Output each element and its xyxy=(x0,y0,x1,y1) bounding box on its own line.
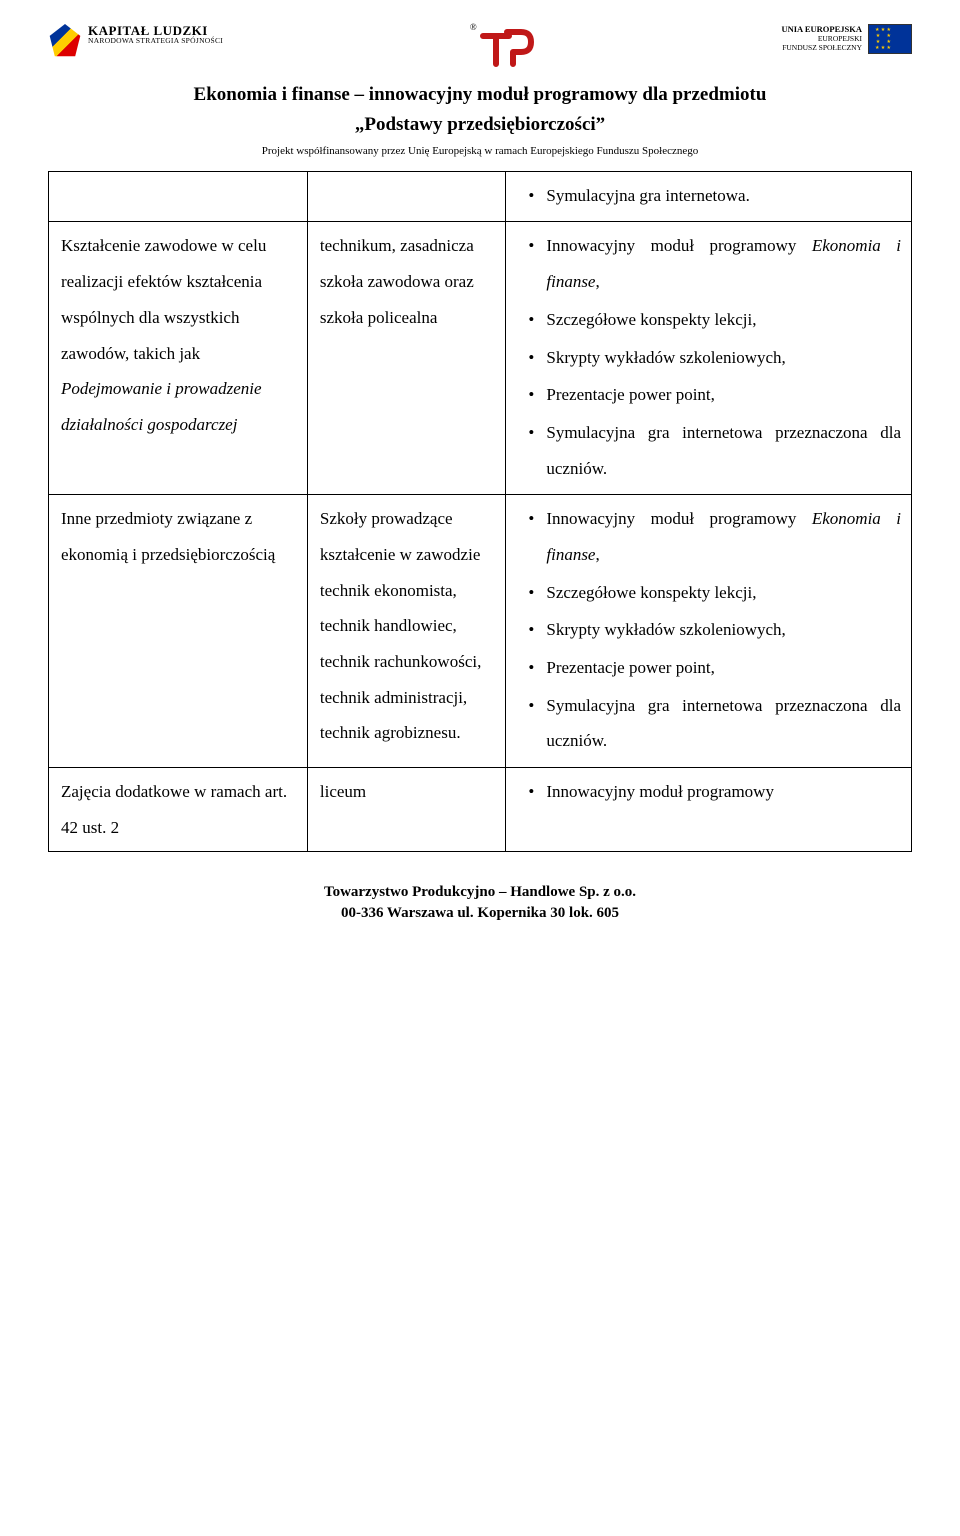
page-subtitle: Projekt współfinansowany przez Unię Euro… xyxy=(48,145,912,157)
cell-outputs: Innowacyjny moduł programowy Ekonomia i … xyxy=(506,222,912,495)
logo-tp: ® xyxy=(470,24,535,68)
cell-text: Inne przedmioty związane z ekonomią i pr… xyxy=(61,509,275,564)
cell-schooltype: Szkoły prowadzące kształcenie w zawodzie… xyxy=(307,495,505,768)
list-item: Szczegółowe konspekty lekcji, xyxy=(518,302,901,338)
cell-outputs: Symulacyjna gra internetowa. xyxy=(506,171,912,222)
cell-text: Kształcenie zawodowe w celu realizacji e… xyxy=(61,236,266,362)
header: KAPITAŁ LUDZKI NARODOWA STRATEGIA SPÓJNO… xyxy=(48,24,912,68)
cell-schooltype: liceum xyxy=(307,768,505,852)
list-item: Innowacyjny moduł programowy Ekonomia i … xyxy=(518,501,901,572)
cell-text-italic: Podejmowanie i prowadzenie działalności … xyxy=(61,379,262,434)
eu-title: UNIA EUROPEJSKA xyxy=(781,24,862,34)
list-item: Innowacyjny moduł programowy xyxy=(518,774,901,810)
cell-outputs: Innowacyjny moduł programowy xyxy=(506,768,912,852)
cell-subject xyxy=(49,171,308,222)
kapital-subtitle: NARODOWA STRATEGIA SPÓJNOŚCI xyxy=(88,37,223,45)
table-row: Kształcenie zawodowe w celu realizacji e… xyxy=(49,222,912,495)
page-title-line2: „Podstawy przedsiębiorczości” xyxy=(48,110,912,140)
cell-outputs: Innowacyjny moduł programowy Ekonomia i … xyxy=(506,495,912,768)
table-row: Symulacyjna gra internetowa. xyxy=(49,171,912,222)
kapital-ludzki-icon xyxy=(48,24,82,58)
list-item: Skrypty wykładów szkoleniowych, xyxy=(518,340,901,376)
eu-flag-icon xyxy=(868,24,912,54)
list-item: Prezentacje power point, xyxy=(518,377,901,413)
eu-line3: FUNDUSZ SPOŁECZNY xyxy=(781,43,862,52)
title-block: Ekonomia i finanse – innowacyjny moduł p… xyxy=(48,80,912,157)
content-table: Symulacyjna gra internetowa. Kształcenie… xyxy=(48,171,912,853)
list-item: Szczegółowe konspekty lekcji, xyxy=(518,575,901,611)
tp-icon xyxy=(479,24,535,68)
list-item: Skrypty wykładów szkoleniowych, xyxy=(518,612,901,648)
logo-kapital-ludzki: KAPITAŁ LUDZKI NARODOWA STRATEGIA SPÓJNO… xyxy=(48,24,223,58)
list-item: Symulacyjna gra internetowa przeznaczona… xyxy=(518,688,901,759)
page-title-line1: Ekonomia i finanse – innowacyjny moduł p… xyxy=(48,80,912,110)
eu-line2: EUROPEJSKI xyxy=(781,34,862,43)
cell-subject: Inne przedmioty związane z ekonomią i pr… xyxy=(49,495,308,768)
list-item: Innowacyjny moduł programowy Ekonomia i … xyxy=(518,228,901,299)
table-row: Zajęcia dodatkowe w ramach art. 42 ust. … xyxy=(49,768,912,852)
cell-schooltype: technikum, zasadnicza szkoła zawodowa or… xyxy=(307,222,505,495)
footer: Towarzystwo Produkcyjno – Handlowe Sp. z… xyxy=(48,882,912,923)
logo-eu: UNIA EUROPEJSKA EUROPEJSKI FUNDUSZ SPOŁE… xyxy=(781,24,912,54)
cell-subject: Kształcenie zawodowe w celu realizacji e… xyxy=(49,222,308,495)
cell-subject: Zajęcia dodatkowe w ramach art. 42 ust. … xyxy=(49,768,308,852)
footer-line2: 00-336 Warszawa ul. Kopernika 30 lok. 60… xyxy=(48,903,912,923)
table-row: Inne przedmioty związane z ekonomią i pr… xyxy=(49,495,912,768)
footer-line1: Towarzystwo Produkcyjno – Handlowe Sp. z… xyxy=(48,882,912,902)
cell-schooltype xyxy=(307,171,505,222)
list-item: Prezentacje power point, xyxy=(518,650,901,686)
list-item: Symulacyjna gra internetowa. xyxy=(518,178,901,214)
registered-mark: ® xyxy=(470,22,477,32)
list-item: Symulacyjna gra internetowa przeznaczona… xyxy=(518,415,901,486)
